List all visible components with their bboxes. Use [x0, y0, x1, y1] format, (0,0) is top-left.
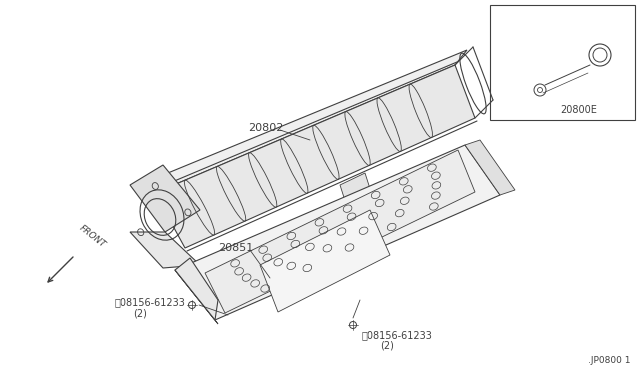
- Text: 20800E: 20800E: [560, 105, 597, 115]
- Text: 20802: 20802: [248, 123, 284, 133]
- Polygon shape: [260, 210, 390, 312]
- Text: (2): (2): [380, 341, 394, 351]
- Polygon shape: [340, 173, 380, 232]
- Text: Ⓑ08156-61233: Ⓑ08156-61233: [115, 297, 186, 307]
- Polygon shape: [175, 145, 500, 320]
- Polygon shape: [155, 65, 475, 248]
- Polygon shape: [130, 165, 200, 232]
- Polygon shape: [130, 232, 200, 268]
- Text: .JP0800 1: .JP0800 1: [588, 356, 630, 365]
- FancyBboxPatch shape: [490, 5, 635, 120]
- Text: (2): (2): [133, 308, 147, 318]
- Text: Ⓑ08156-61233: Ⓑ08156-61233: [362, 330, 433, 340]
- Text: FRONT: FRONT: [78, 224, 108, 250]
- Polygon shape: [175, 270, 218, 324]
- Polygon shape: [155, 50, 467, 193]
- Polygon shape: [205, 150, 475, 313]
- Text: 20851: 20851: [218, 243, 253, 253]
- Polygon shape: [175, 258, 218, 320]
- Polygon shape: [465, 140, 515, 195]
